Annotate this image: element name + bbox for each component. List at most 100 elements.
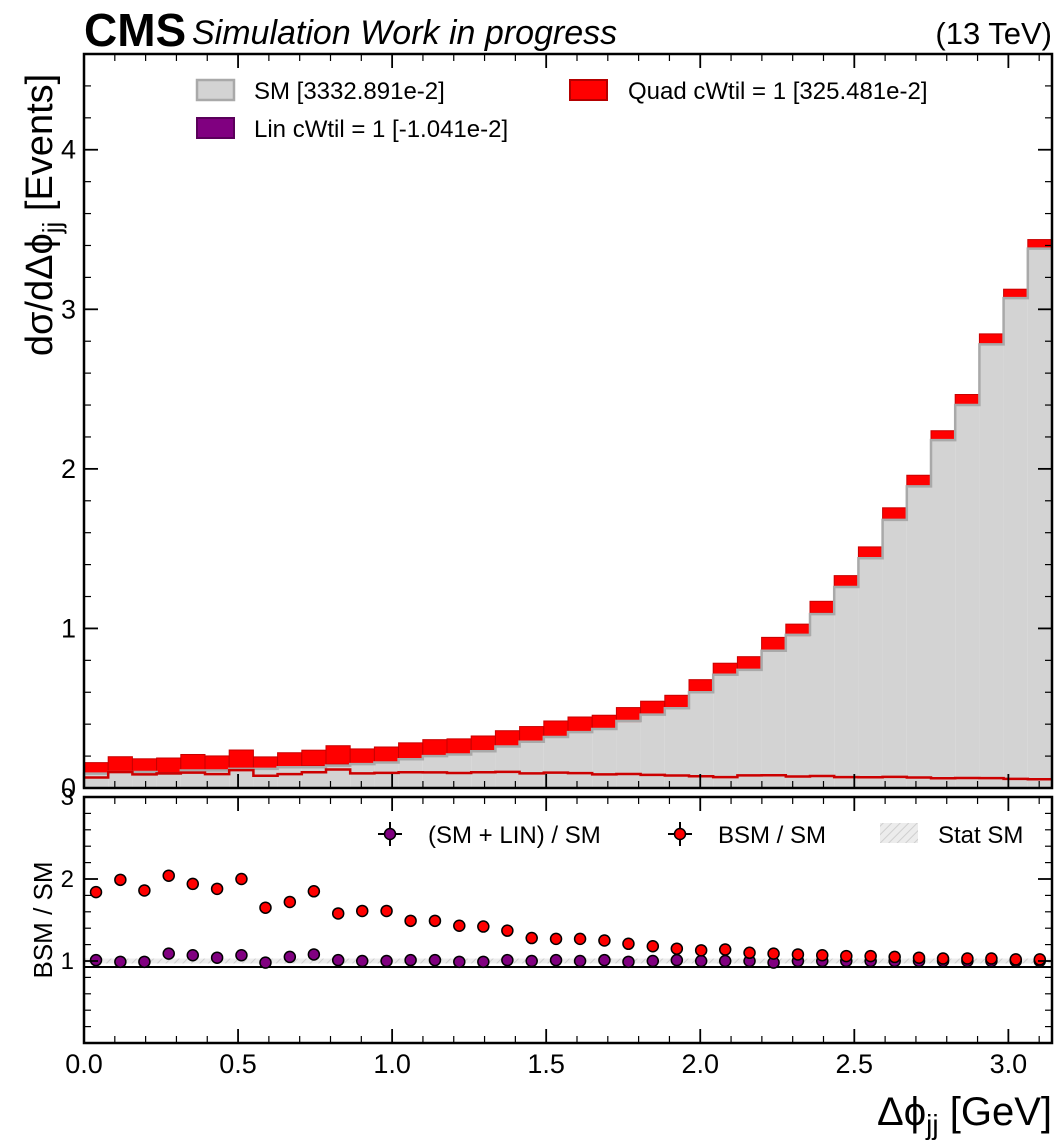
quad-bar (1027, 239, 1053, 249)
sm-bar (350, 764, 375, 788)
sm-bar (229, 768, 254, 788)
sm-bar (761, 650, 786, 788)
quad-bar (349, 748, 375, 765)
sm-bar (834, 586, 859, 788)
ratio-xtick-label: 1.5 (527, 1049, 565, 1079)
main-ytick-label: 3 (61, 294, 76, 324)
bsm-ratio-point (646, 939, 660, 953)
sm-bar (737, 669, 762, 788)
lin-ratio-point (646, 954, 660, 968)
lin-ratio-point (210, 951, 224, 964)
sm-bar (447, 754, 472, 788)
quad-bar (615, 707, 642, 723)
bsm-ratio-point (501, 924, 514, 937)
energy-label: (13 TeV) (935, 16, 1052, 51)
ratio-ytick-label: 3 (61, 784, 74, 811)
sm-bar (1003, 298, 1028, 788)
quad-bar (882, 507, 908, 520)
legend-label-quad: Quad cWtil = 1 [325.481e-2] (628, 78, 928, 105)
sm-bar (882, 519, 907, 788)
bsm-ratio-point (1009, 953, 1023, 966)
bsm-ratio-point (573, 932, 587, 946)
bsm-ratio-point (162, 869, 175, 882)
sm-bar (326, 765, 351, 788)
bsm-ratio-point (138, 884, 151, 897)
sm-bar (906, 486, 931, 788)
quad-bar (228, 749, 254, 769)
bsm-ratio-point (888, 950, 901, 964)
lin-ratio-point (283, 950, 297, 964)
sm-outline (82, 247, 1052, 788)
ratio-ytick-label: 1 (61, 948, 74, 975)
sm-bar (253, 768, 278, 788)
sm-bar (713, 674, 738, 788)
simulation-label: Simulation Work in progress (192, 14, 617, 52)
sm-bar (955, 405, 980, 788)
bsm-ratio-point (355, 904, 369, 918)
quad-bar (857, 546, 884, 559)
sm-bar (858, 558, 883, 788)
main-ytick-label: 0 (61, 773, 76, 803)
quad-bar (543, 720, 569, 737)
main-plot-frame (82, 52, 1054, 790)
bsm-ratio-point (985, 952, 998, 965)
quad-bar (398, 742, 424, 760)
lin-ratio-point (235, 949, 248, 962)
sm-bar (979, 344, 1004, 788)
quad-bar (761, 636, 787, 651)
ratio-xtick-label: 1.0 (373, 1049, 411, 1079)
sm-bar (277, 767, 302, 788)
main-ytick-label: 1 (61, 613, 76, 643)
bsm-ratio-point (767, 947, 780, 960)
legend-label-sm: SM [3332.891e-2] (254, 78, 445, 105)
quad-bar (519, 726, 545, 742)
bsm-ratio-point (89, 885, 103, 899)
lin-ratio-point (428, 953, 442, 967)
main-plot-area: 0 1 2 3 4 dσ/dΔϕjj [Events] (19, 52, 1054, 803)
quad-bar (640, 700, 666, 715)
sm-bar (374, 762, 399, 788)
sm-bar (616, 720, 641, 788)
lin-ratio-point (670, 953, 684, 967)
ratio-plot-frame (82, 795, 1054, 1045)
bsm-ratio-point (864, 949, 877, 963)
lin-ratio-point (307, 948, 321, 961)
main-legend: SM [3332.891e-2] Lin cWtil = 1 [-1.041e-… (195, 78, 928, 143)
lin-ratio-point (114, 955, 127, 969)
ratio-ytick-label: 2 (61, 866, 74, 893)
lin-ratio-point (477, 955, 490, 969)
ratio-xtick-label: 0.0 (65, 1049, 103, 1079)
bsm-ratio-point (283, 895, 297, 909)
stat-sm-band (84, 958, 1052, 964)
quad-bar (180, 753, 206, 771)
bsm-ratio-point (718, 943, 732, 956)
lin-ratio-point (718, 954, 732, 968)
ratio-plot-area: 1 2 3 0.0 0.5 1.0 1.5 2.0 2.5 3.0 BSM / SM Δϕjj [… (28, 784, 1054, 1140)
sm-bar (519, 741, 544, 788)
sm-bar (810, 614, 835, 788)
bsm-ratio-point (912, 951, 926, 964)
sm-bar (301, 767, 326, 788)
main-ytick-label: 4 (61, 135, 76, 165)
lin-ratio-point (549, 953, 563, 967)
sm-bar (108, 772, 133, 788)
bsm-ratio-point (331, 907, 345, 920)
quad-bar (373, 746, 400, 763)
bsm-ratio-point (380, 904, 393, 918)
quad-bar (833, 575, 859, 587)
lin-ratio-point (380, 954, 393, 968)
quad-bar (954, 394, 980, 406)
ratio-xtick-label: 2.0 (681, 1049, 719, 1079)
lin-ratio-point (186, 949, 200, 962)
quad-bar (591, 714, 617, 730)
quad-bar (422, 739, 448, 756)
lin-ratio-point (573, 954, 587, 968)
main-ytick-label: 2 (61, 454, 76, 484)
quad-bar (204, 755, 230, 771)
ratio-xlabel: Δϕjj [GeV] (877, 1090, 1052, 1140)
sm-bar (592, 728, 617, 788)
cms-label: CMS (84, 4, 186, 56)
sm-bar (689, 692, 714, 788)
lin-ratio-point (501, 953, 514, 967)
quad-bar (107, 756, 133, 774)
